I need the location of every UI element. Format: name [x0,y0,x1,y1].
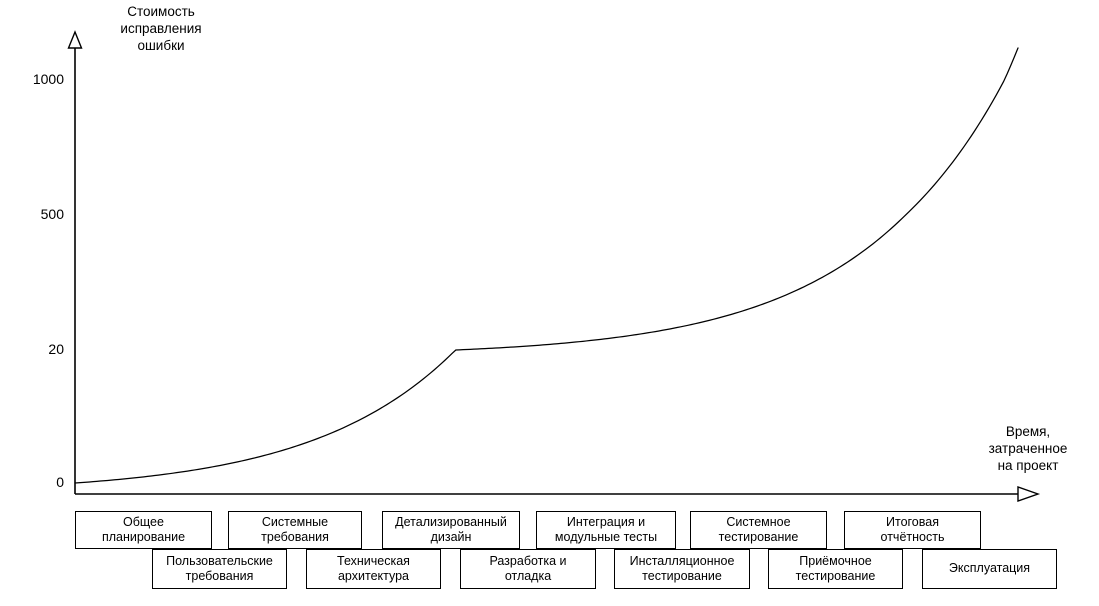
phase-box-top-3[interactable]: Интеграция и модульные тесты [536,511,676,549]
y-axis-title: Стоимость исправления ошибки [120,4,202,53]
phase-box-label: Общее планирование [101,514,186,545]
phase-box-bottom-5[interactable]: Эксплуатация [922,549,1057,589]
phase-box-label: Инсталляционное тестирование [629,553,735,584]
phase-box-label: Системное тестирование [718,514,799,545]
phase-box-label: Эксплуатация [948,561,1031,576]
phase-box-label: Системные требования [261,514,329,545]
x-axis-arrowhead [1017,486,1041,502]
phase-box-top-2[interactable]: Детализированный дизайн [382,511,520,549]
y-tick-label-20: 20 [48,341,64,357]
phase-box-label: Разработка и отладка [489,553,567,584]
phase-box-top-0[interactable]: Общее планирование [75,511,212,549]
y-tick-label-500: 500 [40,206,64,222]
phase-box-top-1[interactable]: Системные требования [228,511,362,549]
y-tick-label-1000: 1000 [32,71,64,87]
phase-box-label: Пользовательские требования [166,553,273,584]
x-axis-title: Время, затраченное на проект [988,424,1068,473]
phase-box-bottom-2[interactable]: Разработка и отладка [460,549,596,589]
phase-box-label: Детализированный дизайн [395,514,507,545]
phase-box-bottom-1[interactable]: Техническая архитектура [306,549,441,589]
cost-of-defect-curve [74,47,1019,484]
phase-box-label: Интеграция и модульные тесты [554,514,658,545]
y-tick-label-0: 0 [56,474,64,490]
phase-box-top-5[interactable]: Итоговая отчётность [844,511,981,549]
y-axis-arrowhead [67,30,83,49]
phase-box-top-4[interactable]: Системное тестирование [690,511,827,549]
phase-box-bottom-4[interactable]: Приёмочное тестирование [768,549,903,589]
phase-box-bottom-0[interactable]: Пользовательские требования [152,549,287,589]
phase-box-label: Приёмочное тестирование [795,553,876,584]
phase-box-label: Техническая архитектура [337,553,410,584]
phase-box-label: Итоговая отчётность [880,514,945,545]
phase-box-bottom-3[interactable]: Инсталляционное тестирование [614,549,750,589]
